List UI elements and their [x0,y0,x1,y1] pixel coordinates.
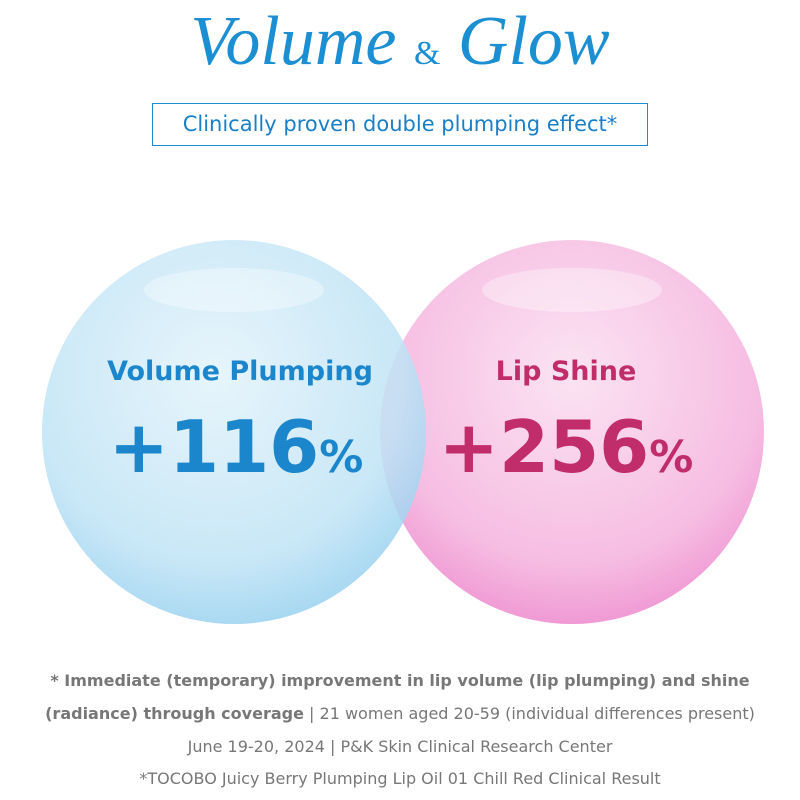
footnote: (radiance) through coverage | 21 women a… [0,704,800,723]
stat-label: Lip Shine [496,356,637,387]
title-left: Volume [190,3,397,80]
title-right: Glow [457,3,610,80]
footnote: *TOCOBO Juicy Berry Plumping Lip Oil 01 … [139,769,661,788]
title: Volume & Glow [0,2,800,82]
footnote-bold: (radiance) through coverage [45,704,304,723]
highlight [482,268,662,312]
stat-value: +256% [439,405,694,489]
subtitle: Clinically proven double plumping effect… [152,103,648,146]
footnote: June 19-20, 2024 | P&K Skin Clinical Res… [187,737,613,756]
stat-value: +116% [109,405,364,489]
highlight [144,268,324,312]
blue-bubble [42,240,426,624]
footnote-regular: | 21 women aged 20-59 (individual differ… [309,704,755,723]
title-amp: & [413,35,441,72]
pink-bubble [380,240,764,624]
footnote: * Immediate (temporary) improvement in l… [50,671,750,690]
stat-label: Volume Plumping [107,356,373,387]
